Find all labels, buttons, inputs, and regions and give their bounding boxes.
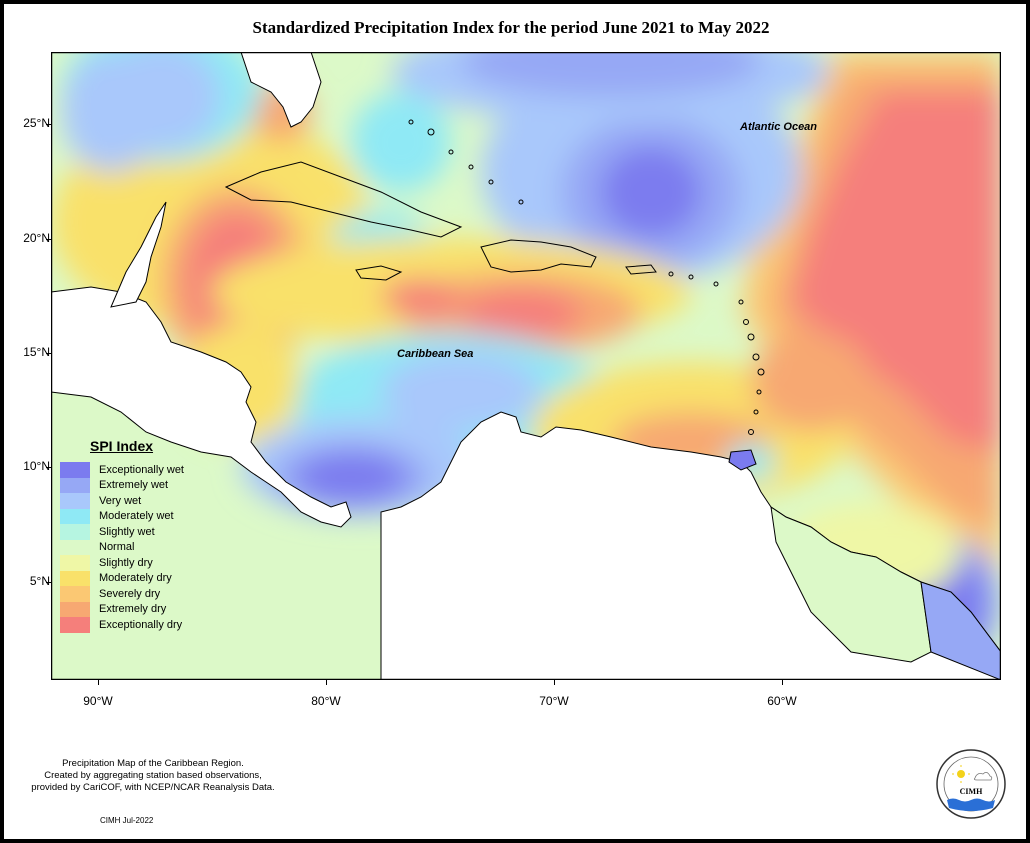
legend-rows: Exceptionally wet Extremely wet Very wet Mo… bbox=[60, 462, 220, 633]
cimh-logo: CIMH bbox=[936, 749, 1006, 819]
caribbean-sea-label: Caribbean Sea bbox=[397, 348, 474, 360]
legend-item: Extremely wet bbox=[60, 477, 220, 493]
legend-label: Extremely dry bbox=[99, 603, 167, 616]
spi-map bbox=[51, 52, 1001, 680]
lat-label-5n: 5°N bbox=[29, 574, 50, 588]
footnote-line-2: Created by aggregating station based obs… bbox=[44, 770, 262, 781]
lat-label-25n: 25°N bbox=[23, 116, 50, 130]
legend-label: Moderately dry bbox=[99, 572, 172, 585]
lon-tick bbox=[326, 679, 327, 685]
legend-swatch bbox=[60, 570, 90, 586]
legend-item: Moderately dry bbox=[60, 570, 220, 586]
legend-swatch bbox=[60, 493, 90, 509]
lon-tick bbox=[98, 679, 99, 685]
lat-tick bbox=[46, 124, 52, 125]
legend-item: Exceptionally dry bbox=[60, 617, 220, 633]
legend-swatch bbox=[60, 462, 90, 478]
map-title: Standardized Precipitation Index for the… bbox=[252, 18, 770, 37]
legend-label: Extremely wet bbox=[99, 479, 169, 492]
legend-label: Exceptionally dry bbox=[99, 618, 183, 631]
lon-label-80w: 80°W bbox=[311, 694, 341, 708]
lat-tick bbox=[46, 467, 52, 468]
lat-tick bbox=[46, 582, 52, 583]
legend-item: Severely dry bbox=[60, 586, 220, 602]
sun-icon bbox=[957, 770, 965, 778]
lat-label-10n: 10°N bbox=[23, 459, 50, 473]
legend-label: Normal bbox=[99, 541, 135, 554]
legend-label: Moderately wet bbox=[99, 510, 174, 523]
legend-item: Moderately wet bbox=[60, 508, 220, 524]
legend-swatch bbox=[60, 555, 90, 571]
lon-tick bbox=[554, 679, 555, 685]
legend-label: Slightly wet bbox=[99, 525, 155, 538]
wave-icon bbox=[947, 798, 995, 811]
lat-tick bbox=[46, 353, 52, 354]
credit-text: CIMH Jul-2022 bbox=[100, 816, 154, 825]
legend-item: Normal bbox=[60, 539, 220, 555]
legend-label: Exceptionally wet bbox=[99, 463, 184, 476]
legend-item: Extremely dry bbox=[60, 601, 220, 617]
legend-swatch bbox=[60, 586, 90, 602]
legend-swatch bbox=[60, 508, 90, 524]
legend-swatch bbox=[60, 601, 90, 617]
lat-tick bbox=[46, 239, 52, 240]
atlantic-ocean-label: Atlantic Ocean bbox=[740, 121, 818, 133]
footnote-line-3: provided by CariCOF, with NCEP/NCAR Rean… bbox=[31, 782, 275, 793]
legend-item: Very wet bbox=[60, 493, 220, 509]
footnote-line-1: Precipitation Map of the Caribbean Regio… bbox=[62, 758, 244, 769]
lon-label-70w: 70°W bbox=[539, 694, 569, 708]
lat-label-20n: 20°N bbox=[23, 231, 50, 245]
legend-label: Very wet bbox=[99, 494, 142, 507]
logo-text: CIMH bbox=[960, 787, 983, 796]
legend-label: Severely dry bbox=[99, 587, 161, 600]
legend-item: Exceptionally wet bbox=[60, 462, 220, 478]
legend-swatch bbox=[60, 539, 90, 555]
lon-tick bbox=[782, 679, 783, 685]
legend-item: Slightly dry bbox=[60, 555, 220, 571]
cloud-icon bbox=[973, 772, 993, 781]
spi-legend: SPI Index Exceptionally wet Extremely wet… bbox=[60, 438, 220, 633]
lat-label-15n: 15°N bbox=[23, 345, 50, 359]
footnote: Precipitation Map of the Caribbean Regio… bbox=[8, 758, 298, 794]
legend-item: Slightly wet bbox=[60, 524, 220, 540]
legend-label: Slightly dry bbox=[99, 556, 153, 569]
lon-label-60w: 60°W bbox=[767, 694, 797, 708]
legend-swatch bbox=[60, 524, 90, 540]
lon-label-90w: 90°W bbox=[83, 694, 113, 708]
legend-title: SPI Index bbox=[90, 438, 154, 454]
legend-swatch bbox=[60, 477, 90, 493]
legend-swatch bbox=[60, 617, 90, 633]
